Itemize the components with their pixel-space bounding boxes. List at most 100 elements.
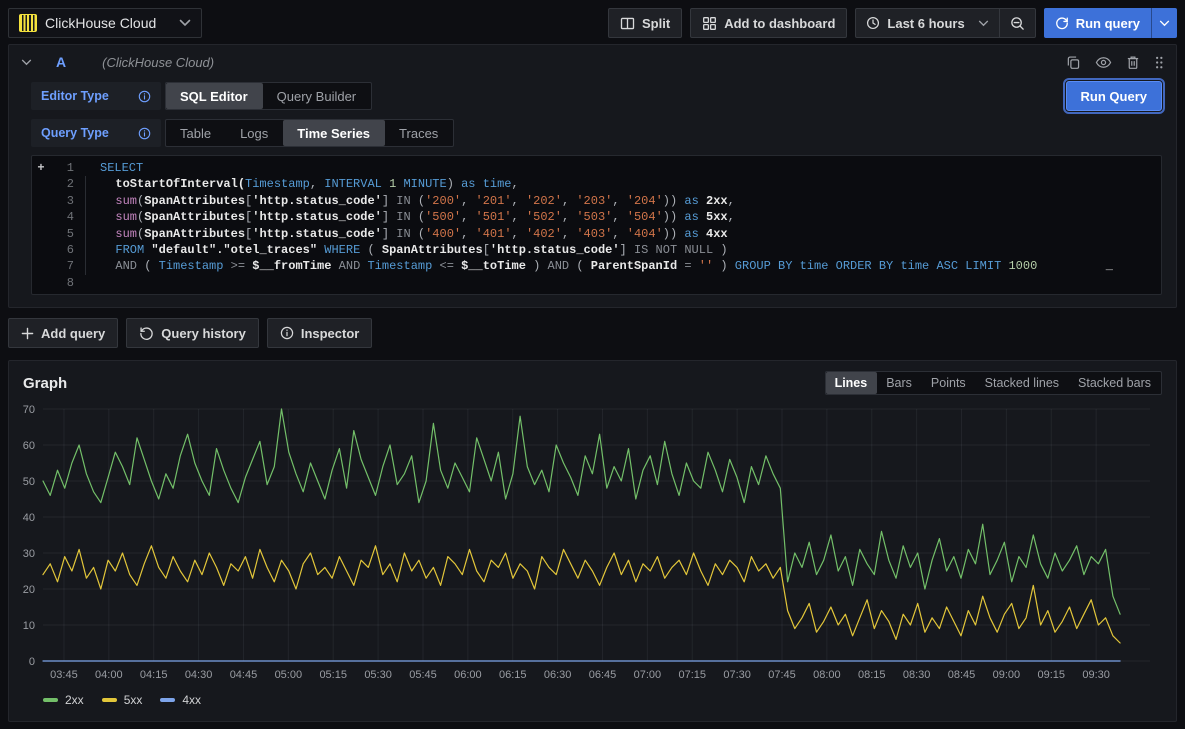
add-query-button[interactable]: Add query xyxy=(8,318,118,348)
editor-type-radio-group: SQL EditorQuery Builder xyxy=(165,82,372,110)
code-line-1[interactable]: +1SELECT xyxy=(32,160,1161,176)
y-tick-label: 30 xyxy=(23,548,35,560)
legend-label: 4xx xyxy=(182,693,201,707)
info-circle-icon[interactable] xyxy=(138,90,151,103)
viz-option-points[interactable]: Points xyxy=(922,372,976,394)
info-circle-icon xyxy=(280,326,294,340)
x-tick-label: 07:15 xyxy=(678,669,706,681)
apps-grid-icon xyxy=(702,16,717,31)
time-range-label: Last 6 hours xyxy=(887,16,964,31)
explore-toolbar: ClickHouse Cloud Split Add to dashboard … xyxy=(0,0,1185,44)
query-type-option-traces[interactable]: Traces xyxy=(385,120,453,146)
drag-handle-icon[interactable] xyxy=(1154,55,1164,70)
query-editor-body: Editor Type SQL EditorQuery Builder Run … xyxy=(9,79,1176,307)
split-label: Split xyxy=(642,16,670,31)
text-cursor: _ xyxy=(1106,258,1113,274)
add-to-dashboard-label: Add to dashboard xyxy=(724,16,835,31)
x-tick-label: 05:15 xyxy=(319,669,347,681)
time-series-chart[interactable]: 01020304050607003:4504:0004:1504:3004:45… xyxy=(9,399,1160,691)
add-to-dashboard-button[interactable]: Add to dashboard xyxy=(690,8,847,38)
line-number: 5 xyxy=(50,226,76,242)
sync-icon xyxy=(1055,16,1069,30)
hide-response-eye-icon[interactable] xyxy=(1095,56,1112,69)
editor-type-option-sql-editor[interactable]: SQL Editor xyxy=(166,83,263,109)
legend-item-4xx[interactable]: 4xx xyxy=(160,693,201,707)
x-tick-label: 04:30 xyxy=(185,669,213,681)
plus-icon xyxy=(21,327,34,340)
clickhouse-logo-icon xyxy=(19,14,37,32)
editor-type-label: Editor Type xyxy=(31,82,161,110)
viz-option-bars[interactable]: Bars xyxy=(877,372,922,394)
viz-option-stacked-bars[interactable]: Stacked bars xyxy=(1069,372,1161,394)
line-number: 7 xyxy=(50,258,76,274)
code-line-7[interactable]: 7 AND ( Timestamp >= $__fromTime AND Tim… xyxy=(32,258,1161,274)
y-tick-label: 60 xyxy=(23,440,35,452)
code-line-3[interactable]: 3 sum(SpanAttributes['http.status_code']… xyxy=(32,193,1161,209)
legend-swatch xyxy=(102,698,117,702)
query-type-option-logs[interactable]: Logs xyxy=(226,120,283,146)
clock-icon xyxy=(866,16,880,30)
code-line-6[interactable]: 6 FROM "default"."otel_traces" WHERE ( S… xyxy=(32,242,1161,258)
inspector-button[interactable]: Inspector xyxy=(267,318,373,348)
x-tick-label: 07:30 xyxy=(723,669,751,681)
viz-option-lines[interactable]: Lines xyxy=(826,372,878,394)
editor-type-row: Editor Type SQL EditorQuery Builder Run … xyxy=(31,81,1162,111)
legend-label: 5xx xyxy=(124,693,143,707)
line-number: 4 xyxy=(50,209,76,225)
code-line-2[interactable]: 2 toStartOfInterval(Timestamp, INTERVAL … xyxy=(32,176,1161,192)
add-line-icon[interactable]: + xyxy=(32,160,50,176)
viz-style-radio-group: LinesBarsPointsStacked linesStacked bars xyxy=(825,371,1162,395)
legend-item-2xx[interactable]: 2xx xyxy=(43,693,84,707)
graph-panel: Graph LinesBarsPointsStacked linesStacke… xyxy=(8,360,1177,722)
run-query-split-button: Run query xyxy=(1044,8,1177,38)
run-query-button[interactable]: Run query xyxy=(1044,8,1151,38)
viz-option-stacked-lines[interactable]: Stacked lines xyxy=(976,372,1069,394)
x-tick-label: 08:15 xyxy=(858,669,886,681)
x-tick-label: 05:45 xyxy=(409,669,437,681)
query-row-header: A (ClickHouse Cloud) xyxy=(9,45,1176,79)
x-tick-label: 08:45 xyxy=(948,669,976,681)
split-icon xyxy=(620,16,635,31)
query-ref-id[interactable]: A xyxy=(56,54,66,70)
chevron-down-icon xyxy=(179,19,191,27)
x-tick-label: 09:00 xyxy=(993,669,1021,681)
run-query-inline-button[interactable]: Run Query xyxy=(1066,81,1162,111)
split-button[interactable]: Split xyxy=(608,8,682,38)
x-tick-label: 07:00 xyxy=(634,669,662,681)
x-tick-label: 07:45 xyxy=(768,669,796,681)
duplicate-query-icon[interactable] xyxy=(1066,55,1081,70)
y-tick-label: 10 xyxy=(23,620,35,632)
query-type-label: Query Type xyxy=(31,119,161,147)
y-tick-label: 40 xyxy=(23,512,35,524)
datasource-name: ClickHouse Cloud xyxy=(45,15,171,31)
info-circle-icon[interactable] xyxy=(138,127,151,140)
query-type-option-table[interactable]: Table xyxy=(166,120,226,146)
x-tick-label: 04:15 xyxy=(140,669,168,681)
x-tick-label: 06:00 xyxy=(454,669,482,681)
legend-swatch xyxy=(43,698,58,702)
run-query-dropdown-caret[interactable] xyxy=(1152,8,1177,38)
zoom-out-time-button[interactable] xyxy=(1000,9,1035,37)
x-tick-label: 06:45 xyxy=(589,669,617,681)
legend-item-5xx[interactable]: 5xx xyxy=(102,693,143,707)
datasource-picker[interactable]: ClickHouse Cloud xyxy=(8,8,202,38)
query-type-option-time-series[interactable]: Time Series xyxy=(283,120,385,146)
query-row-actions xyxy=(1066,55,1164,70)
query-type-row: Query Type TableLogsTime SeriesTraces xyxy=(31,119,1162,147)
y-tick-label: 50 xyxy=(23,476,35,488)
code-line-8[interactable]: 8 xyxy=(32,275,1161,291)
code-line-5[interactable]: 5 sum(SpanAttributes['http.status_code']… xyxy=(32,226,1161,242)
code-line-4[interactable]: 4 sum(SpanAttributes['http.status_code']… xyxy=(32,209,1161,225)
chart-legend: 2xx 5xx 4xx xyxy=(9,691,1176,707)
run-query-label: Run query xyxy=(1076,16,1140,31)
query-history-button[interactable]: Query history xyxy=(126,318,259,348)
toolbar-actions: Split Add to dashboard Last 6 hours xyxy=(608,8,1177,38)
x-tick-label: 04:00 xyxy=(95,669,123,681)
collapse-chevron-icon[interactable] xyxy=(21,59,32,66)
time-range-picker[interactable]: Last 6 hours xyxy=(856,9,998,37)
delete-query-trash-icon[interactable] xyxy=(1126,55,1140,70)
sql-code-editor[interactable]: +1SELECT 2 toStartOfInterval(Timestamp, … xyxy=(31,155,1162,295)
editor-type-option-query-builder[interactable]: Query Builder xyxy=(263,83,371,109)
x-tick-label: 06:15 xyxy=(499,669,527,681)
query-editor-panel: A (ClickHouse Cloud) Editor Type xyxy=(8,44,1177,308)
